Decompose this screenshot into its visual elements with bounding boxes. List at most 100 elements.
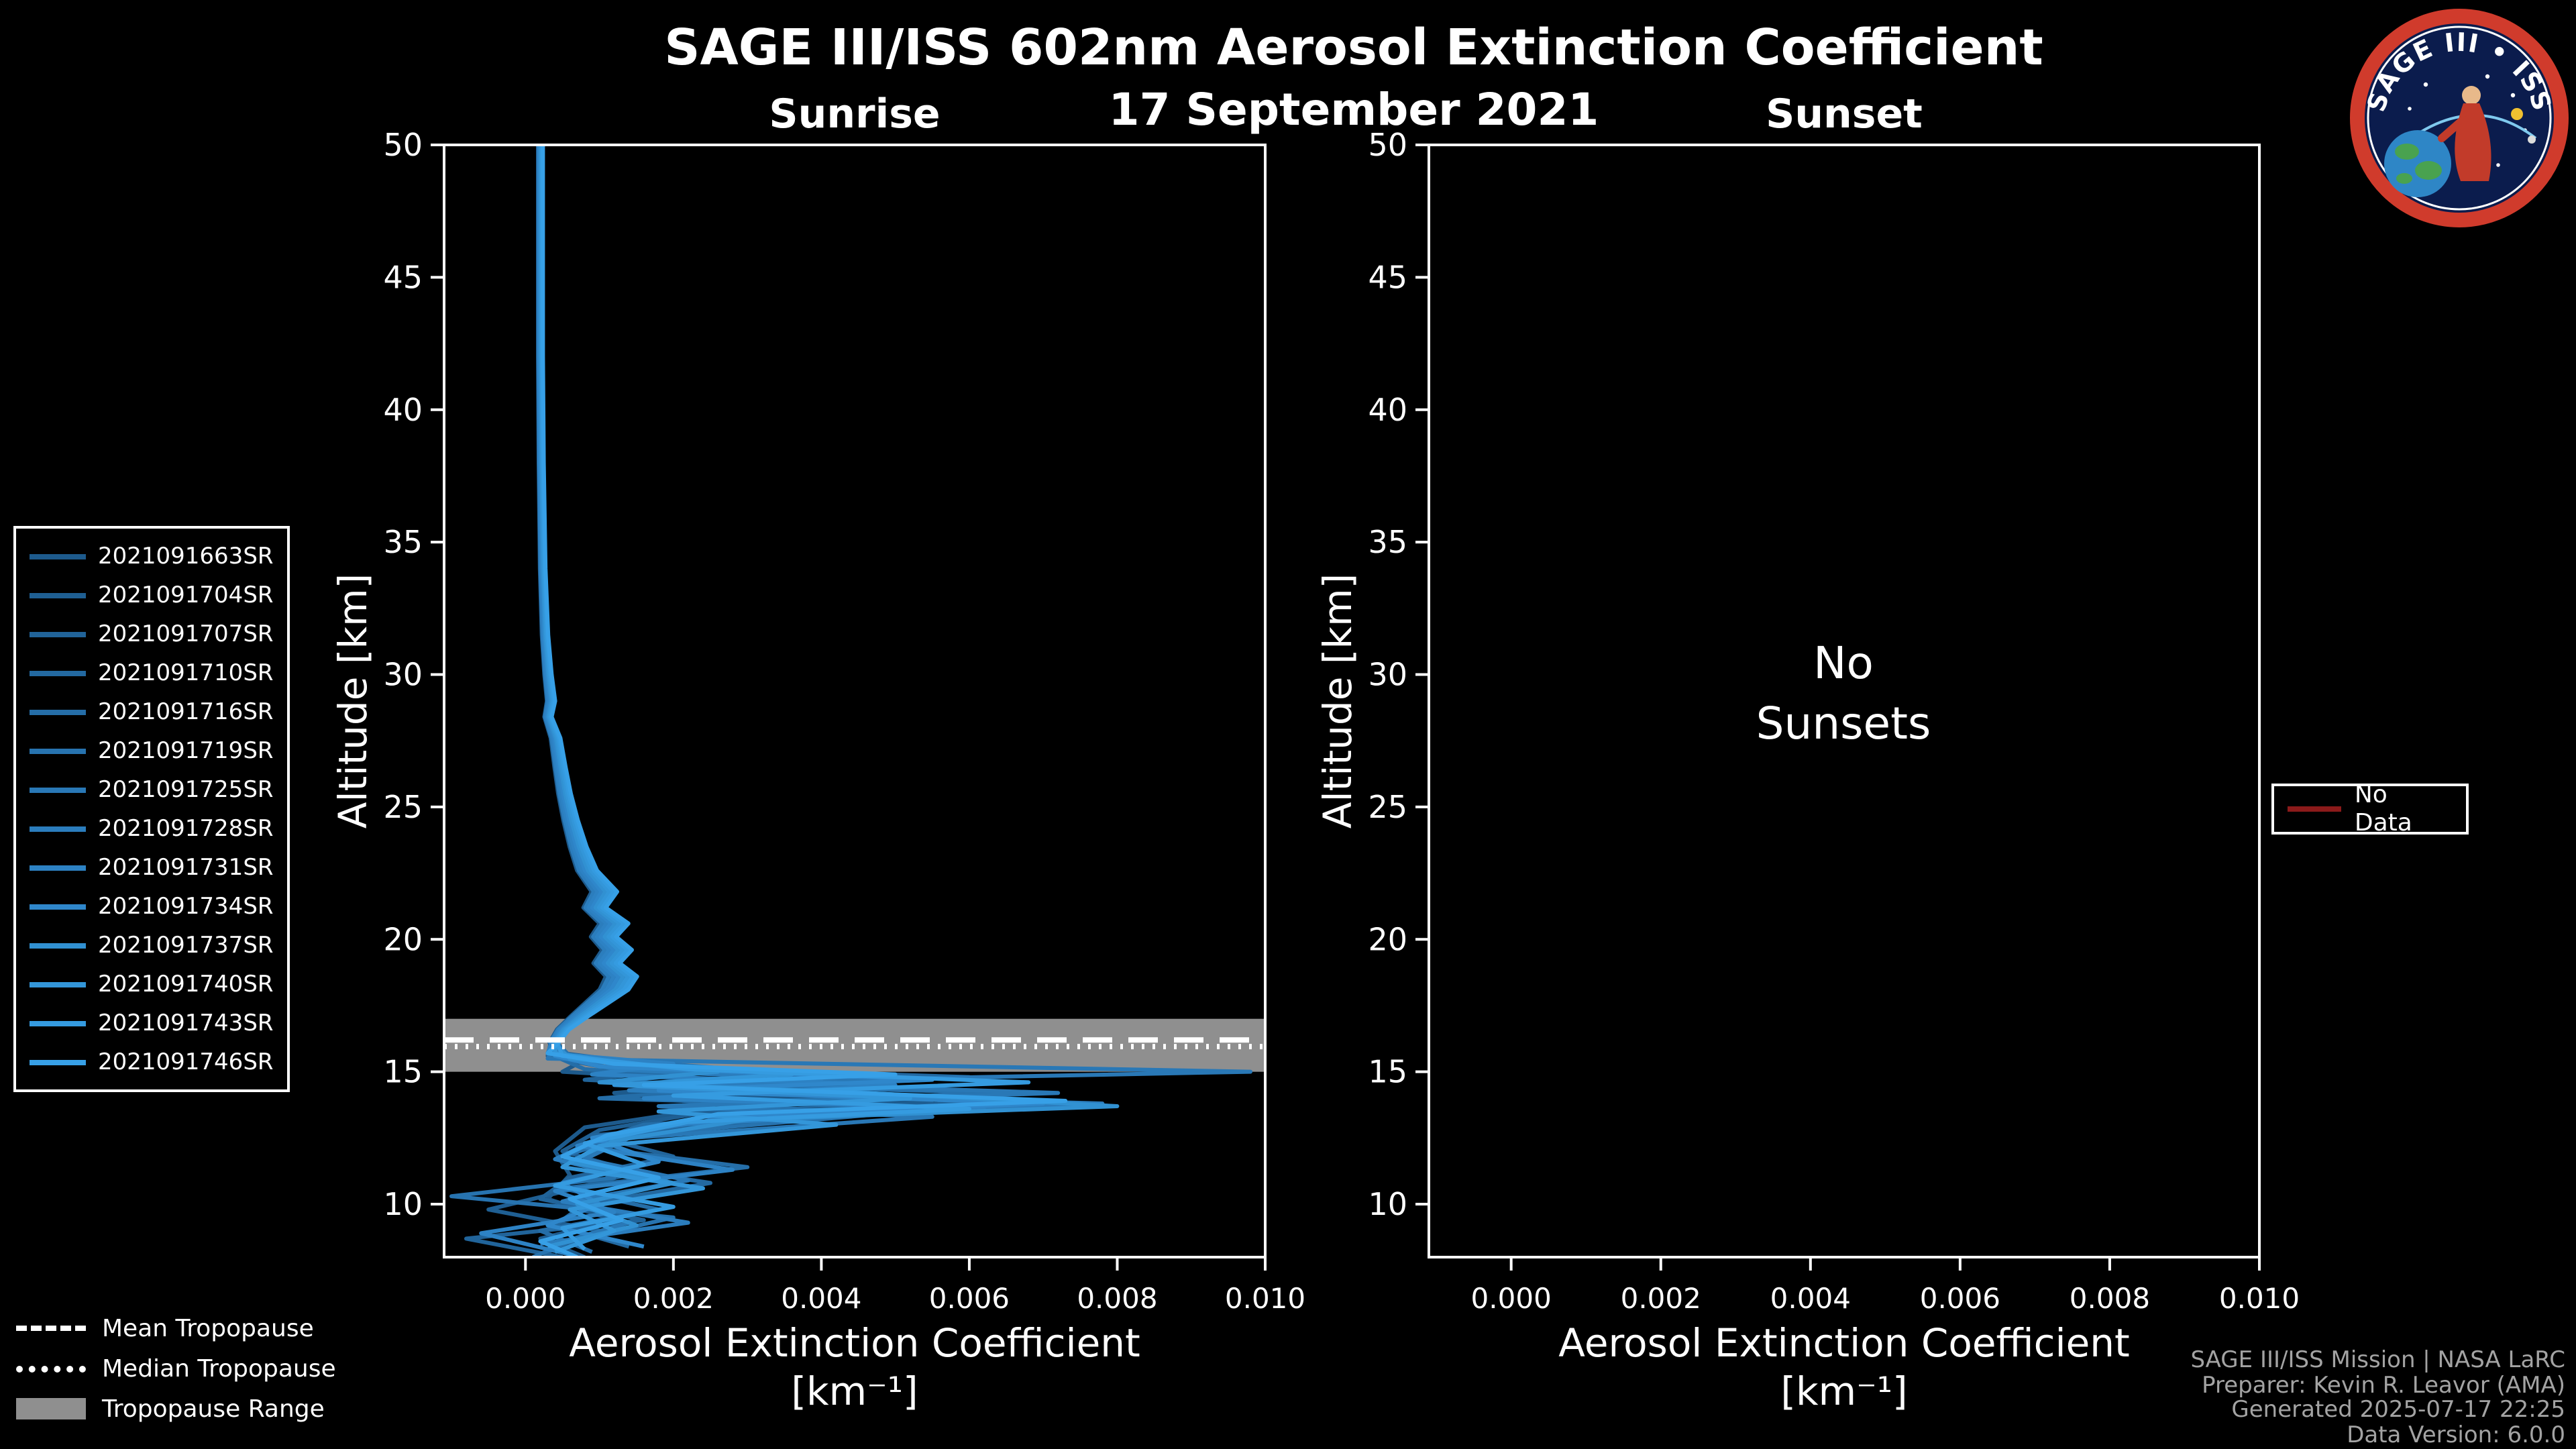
tropopause-legend: Mean Tropopause Median Tropopause Tropop… bbox=[16, 1308, 336, 1429]
series-color-swatch bbox=[30, 1059, 86, 1065]
series-color-swatch bbox=[30, 1020, 86, 1026]
event-legend-item: 2021091740SR bbox=[24, 965, 279, 1004]
x-axis-unit: [km⁻¹] bbox=[791, 1368, 918, 1414]
x-tick-label: 0.008 bbox=[1077, 1282, 1157, 1315]
x-axis-unit: [km⁻¹] bbox=[1780, 1368, 1907, 1414]
y-tick-label: 15 bbox=[1368, 1054, 1407, 1090]
mean-tropopause-legend-item: Mean Tropopause bbox=[16, 1308, 336, 1348]
y-tick-label: 10 bbox=[383, 1186, 423, 1222]
x-axis-label: Aerosol Extinction Coefficient bbox=[569, 1320, 1140, 1366]
event-legend-item: 2021091731SR bbox=[24, 848, 279, 887]
event-id-label: 2021091704SR bbox=[98, 582, 274, 608]
event-id-label: 2021091740SR bbox=[98, 971, 274, 998]
preparer-credit: Preparer: Kevin R. Leavor (AMA) bbox=[2202, 1372, 2565, 1399]
y-tick-label: 50 bbox=[383, 127, 423, 163]
page-date: 17 September 2021 bbox=[1108, 83, 1599, 136]
x-tick-label: 0.004 bbox=[781, 1282, 861, 1315]
series-color-swatch bbox=[30, 943, 86, 948]
series-color-swatch bbox=[30, 981, 86, 987]
page-title: SAGE III/ISS 602nm Aerosol Extinction Co… bbox=[664, 19, 2043, 76]
y-tick-label: 45 bbox=[383, 259, 423, 295]
y-tick-label: 30 bbox=[1368, 657, 1407, 693]
panel-title-sunrise: Sunrise bbox=[769, 91, 940, 138]
tropopause-range-swatch bbox=[16, 1398, 86, 1419]
profile-line-2021091746SR bbox=[538, 145, 1068, 1257]
y-tick-label: 15 bbox=[383, 1054, 423, 1090]
credits-footer: SAGE III/ISS Mission | NASA LaRC Prepare… bbox=[2190, 1348, 2565, 1448]
event-legend-item: 2021091725SR bbox=[24, 770, 279, 809]
event-id-label: 2021091728SR bbox=[98, 815, 274, 842]
y-tick-label: 35 bbox=[1368, 524, 1407, 560]
median-tropopause-swatch bbox=[16, 1365, 86, 1372]
event-legend-item: 2021091746SR bbox=[24, 1042, 279, 1081]
event-id-label: 2021091731SR bbox=[98, 854, 274, 881]
data-version: Data Version: 6.0.0 bbox=[2347, 1421, 2565, 1448]
series-color-swatch bbox=[30, 709, 86, 714]
y-tick-label: 50 bbox=[1368, 127, 1407, 163]
event-id-label: 2021091716SR bbox=[98, 698, 274, 725]
event-id-label: 2021091746SR bbox=[98, 1049, 274, 1075]
logo-figure bbox=[2438, 86, 2491, 181]
event-legend-item: 2021091743SR bbox=[24, 1004, 279, 1042]
mean-tropopause-swatch bbox=[16, 1326, 86, 1331]
sage-iii-iss-logo: SAGE III • ISS bbox=[2348, 7, 2571, 229]
event-id-label: 2021091743SR bbox=[98, 1010, 274, 1036]
event-legend-item: 2021091716SR bbox=[24, 692, 279, 731]
x-tick-label: 0.002 bbox=[1621, 1282, 1701, 1315]
panel-title-sunset: Sunset bbox=[1766, 91, 1923, 138]
axes-box bbox=[1428, 144, 2261, 1258]
series-color-swatch bbox=[30, 631, 86, 637]
event-id-label: 2021091710SR bbox=[98, 659, 274, 686]
series-color-swatch bbox=[30, 865, 86, 870]
x-tick-label: 0.004 bbox=[1770, 1282, 1851, 1315]
logo-sun bbox=[2511, 108, 2523, 120]
event-legend-item: 2021091734SR bbox=[24, 887, 279, 926]
x-axis-label: Aerosol Extinction Coefficient bbox=[1558, 1320, 2130, 1366]
event-id-label: 2021091719SR bbox=[98, 737, 274, 764]
event-legend-item: 2021091663SR bbox=[24, 537, 279, 576]
y-tick-label: 45 bbox=[1368, 259, 1407, 295]
y-axis-label: Altitude [km] bbox=[330, 574, 376, 828]
event-legend: 2021091663SR 2021091704SR 2021091707SR 2021… bbox=[13, 526, 290, 1092]
event-legend-item: 2021091737SR bbox=[24, 926, 279, 965]
series-color-swatch bbox=[30, 748, 86, 753]
event-legend-item: 2021091707SR bbox=[24, 614, 279, 653]
panel-sunrise: 0.000 0.002 0.004 0.006 0.008 0.010 10 15 20 25 30… bbox=[330, 91, 1305, 1414]
series-color-swatch bbox=[30, 904, 86, 909]
event-legend-item: 2021091719SR bbox=[24, 731, 279, 770]
series-color-swatch bbox=[30, 826, 86, 831]
event-legend-item: 2021091704SR bbox=[24, 576, 279, 614]
y-tick-label: 25 bbox=[383, 789, 423, 825]
mission-credit: SAGE III/ISS Mission | NASA LaRC bbox=[2190, 1347, 2565, 1374]
series-color-swatch bbox=[30, 553, 86, 559]
x-tick-label: 0.010 bbox=[2219, 1282, 2300, 1315]
y-tick-label: 40 bbox=[1368, 392, 1407, 428]
series-color-swatch bbox=[30, 592, 86, 598]
event-id-label: 2021091725SR bbox=[98, 776, 274, 803]
x-tick-label: 0.008 bbox=[2070, 1282, 2150, 1315]
x-tick-label: 0.000 bbox=[1471, 1282, 1552, 1315]
no-data-legend: No Data bbox=[2271, 781, 2469, 837]
event-id-label: 2021091663SR bbox=[98, 543, 274, 570]
tropopause-range-legend-item: Tropopause Range bbox=[16, 1389, 336, 1429]
logo-earth bbox=[2384, 130, 2451, 197]
event-legend-item: 2021091710SR bbox=[24, 653, 279, 692]
event-legend-item: 2021091728SR bbox=[24, 809, 279, 848]
y-tick-label: 40 bbox=[383, 392, 423, 428]
no-sunsets-annotation: No Sunsets bbox=[1756, 636, 1931, 749]
event-id-label: 2021091737SR bbox=[98, 932, 274, 959]
y-tick-label: 25 bbox=[1368, 789, 1407, 825]
event-id-label: 2021091707SR bbox=[98, 621, 274, 647]
x-tick-label: 0.006 bbox=[1920, 1282, 2000, 1315]
y-tick-label: 20 bbox=[383, 921, 423, 957]
x-tick-label: 0.000 bbox=[485, 1282, 566, 1315]
y-tick-label: 20 bbox=[1368, 921, 1407, 957]
no-data-swatch bbox=[2288, 806, 2341, 812]
generated-timestamp: Generated 2025-07-17 22:25 bbox=[2231, 1397, 2565, 1424]
event-id-label: 2021091734SR bbox=[98, 893, 274, 920]
y-tick-label: 35 bbox=[383, 524, 423, 560]
series-color-swatch bbox=[30, 787, 86, 792]
series-color-swatch bbox=[30, 670, 86, 676]
